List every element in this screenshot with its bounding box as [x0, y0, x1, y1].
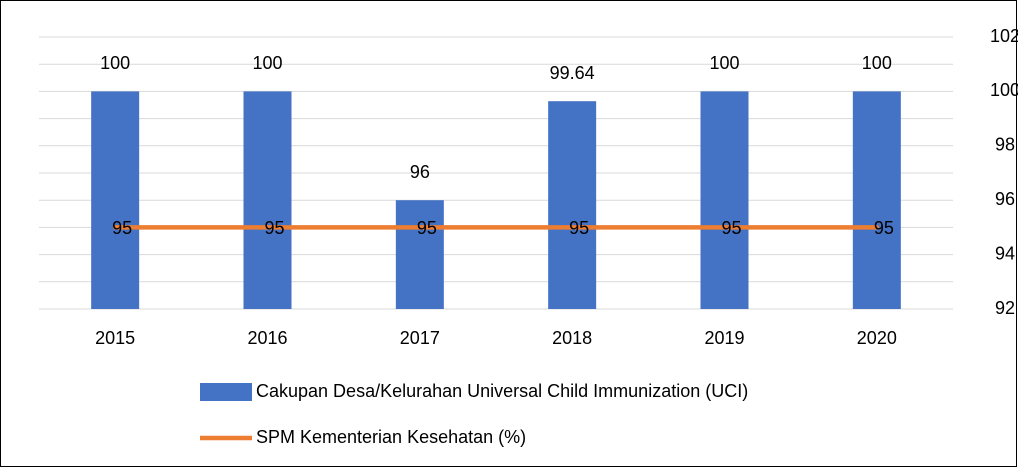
y-tick-label: 102	[990, 26, 1018, 46]
legend-label: Cakupan Desa/Kelurahan Universal Child I…	[256, 381, 748, 401]
data-label: 100	[862, 53, 892, 73]
bar	[91, 91, 140, 310]
bar	[548, 101, 597, 309]
bar	[395, 200, 444, 309]
data-label: 100	[252, 53, 282, 73]
data-label: 99.64	[550, 63, 595, 83]
x-tick-label: 2019	[704, 328, 744, 348]
data-label: 95	[265, 218, 285, 238]
y-tick-label: 92	[995, 298, 1015, 318]
y-tick-label: 100	[990, 80, 1018, 100]
y-tick-label: 96	[995, 189, 1015, 209]
legend-label: SPM Kementerian Kesehatan (%)	[256, 427, 526, 447]
bar	[852, 91, 901, 310]
data-label: 100	[100, 53, 130, 73]
data-label: 95	[569, 218, 589, 238]
legend-swatch	[200, 383, 252, 401]
x-tick-label: 2018	[552, 328, 592, 348]
data-label: 95	[417, 218, 437, 238]
data-label: 95	[112, 218, 132, 238]
bar	[243, 91, 292, 310]
x-tick-label: 2020	[857, 328, 897, 348]
bar	[700, 91, 749, 310]
data-label: 95	[874, 218, 894, 238]
data-label: 96	[410, 162, 430, 182]
data-label: 100	[709, 53, 739, 73]
y-tick-label: 94	[995, 243, 1015, 263]
data-label: 95	[722, 218, 742, 238]
x-tick-label: 2016	[247, 328, 287, 348]
y-tick-label: 98	[995, 135, 1015, 155]
x-tick-label: 2015	[95, 328, 135, 348]
x-tick-label: 2017	[400, 328, 440, 348]
